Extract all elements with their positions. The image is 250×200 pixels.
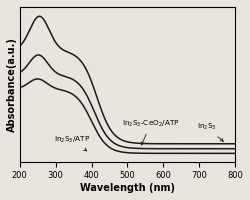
Text: In$_2$S$_3$/ATP: In$_2$S$_3$/ATP [54,135,90,151]
X-axis label: Wavelength (nm): Wavelength (nm) [80,183,175,193]
Text: In$_2$S$_3$-CeO$_2$/ATP: In$_2$S$_3$-CeO$_2$/ATP [122,119,180,145]
Text: In$_2$S$_3$: In$_2$S$_3$ [196,122,223,141]
Y-axis label: Absorbance(a.u.): Absorbance(a.u.) [7,37,17,132]
